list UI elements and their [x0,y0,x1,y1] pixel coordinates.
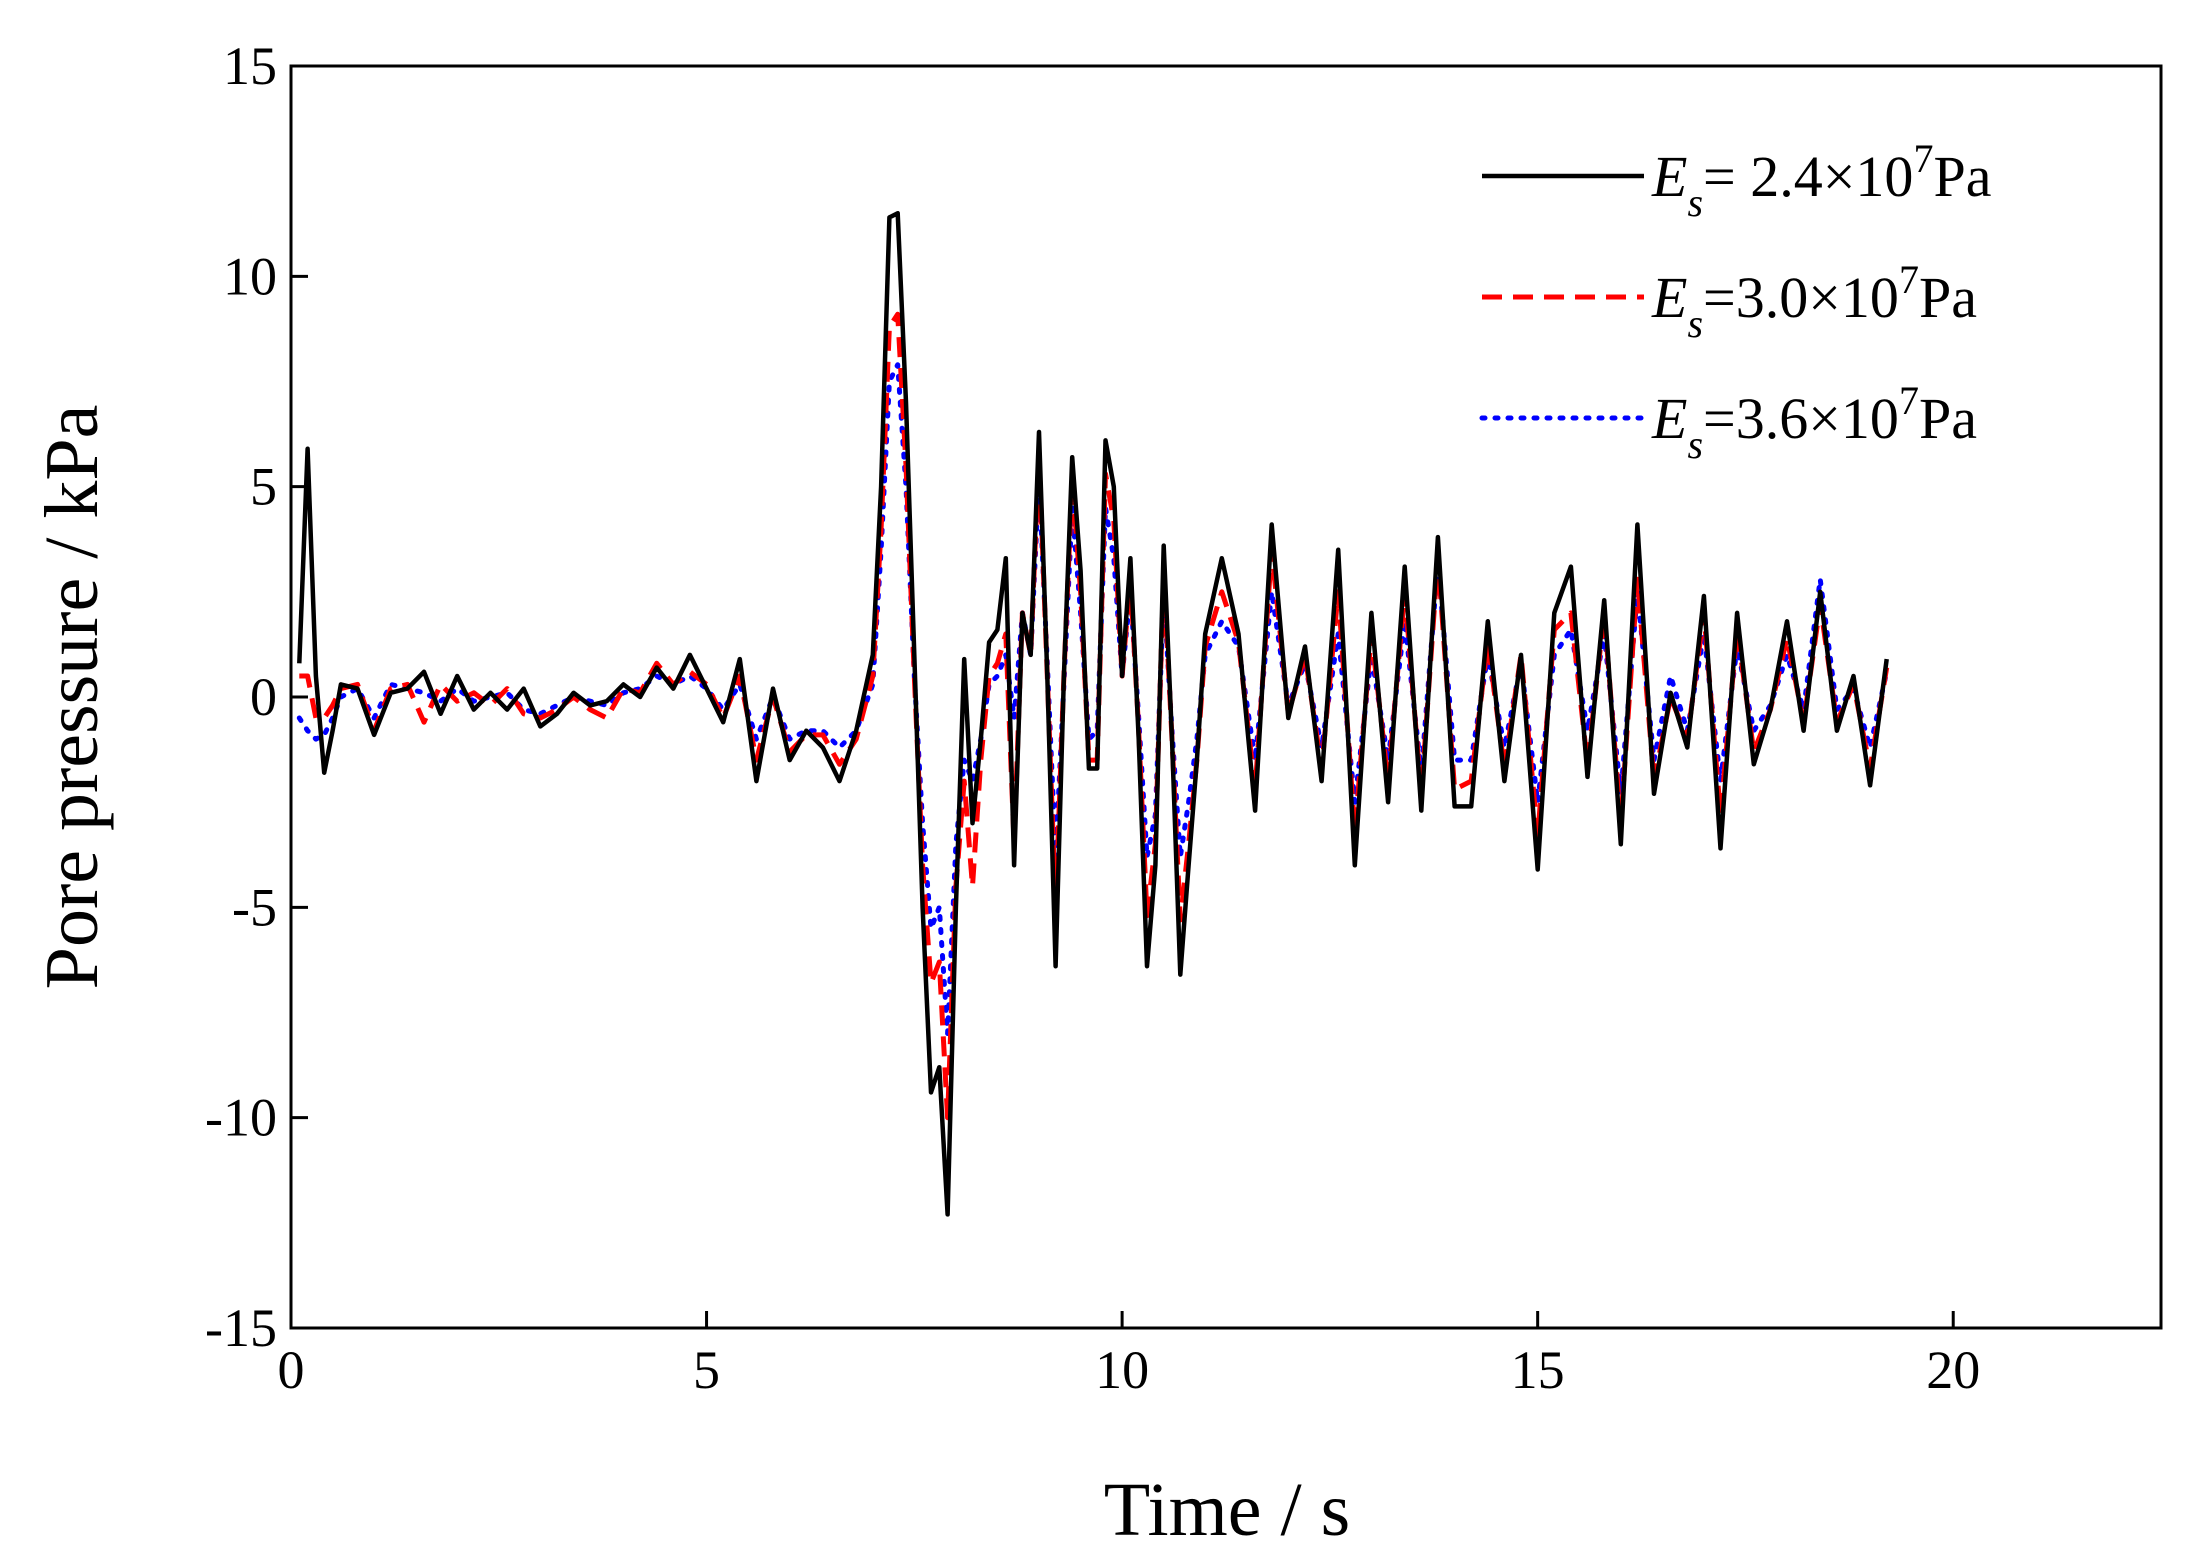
legend-superscript: 7 [1899,378,1919,423]
legend-subscript: s [1687,301,1703,346]
y-tick-label: -10 [205,1088,277,1148]
x-axis-title: Time / s [1104,1468,1350,1552]
y-tick-label: 10 [223,246,277,306]
legend-superscript: 7 [1913,136,1933,181]
legend-text: = 2.4×10 [1703,144,1913,209]
plot-frame [289,64,2163,1330]
legend-unit: Pa [1933,144,1991,209]
y-tick-label: -5 [232,877,277,937]
x-tick-label: 0 [278,1340,305,1400]
legend-label: Es= 2.4×107Pa [1651,136,1991,225]
legend-superscript: 7 [1899,257,1919,302]
legend-label: Es=3.6×107Pa [1651,378,1977,467]
legend-text: =3.6×10 [1703,386,1899,451]
y-tick-label: -15 [205,1298,277,1358]
y-tick-label: 0 [250,667,277,727]
legend-symbol: E [1651,386,1687,451]
legend-label: Es=3.0×107Pa [1651,257,1977,346]
legend-text: =3.0×10 [1703,265,1899,330]
legend-symbol: E [1651,265,1687,330]
legend-subscript: s [1687,180,1703,225]
x-tick-label: 15 [1511,1340,1565,1400]
legend-subscript: s [1687,422,1703,467]
y-tick-label: 5 [250,457,277,517]
x-tick-label: 20 [1926,1340,1980,1400]
legend-unit: Pa [1919,265,1977,330]
legend-symbol: E [1651,144,1687,209]
y-axis-title: Pore pressure / kPa [30,405,114,990]
y-tick-label: 15 [223,36,277,96]
series-line [297,210,1889,1217]
x-tick-label: 5 [693,1340,720,1400]
legend-unit: Pa [1919,386,1977,451]
x-tick-label: 10 [1095,1340,1149,1400]
